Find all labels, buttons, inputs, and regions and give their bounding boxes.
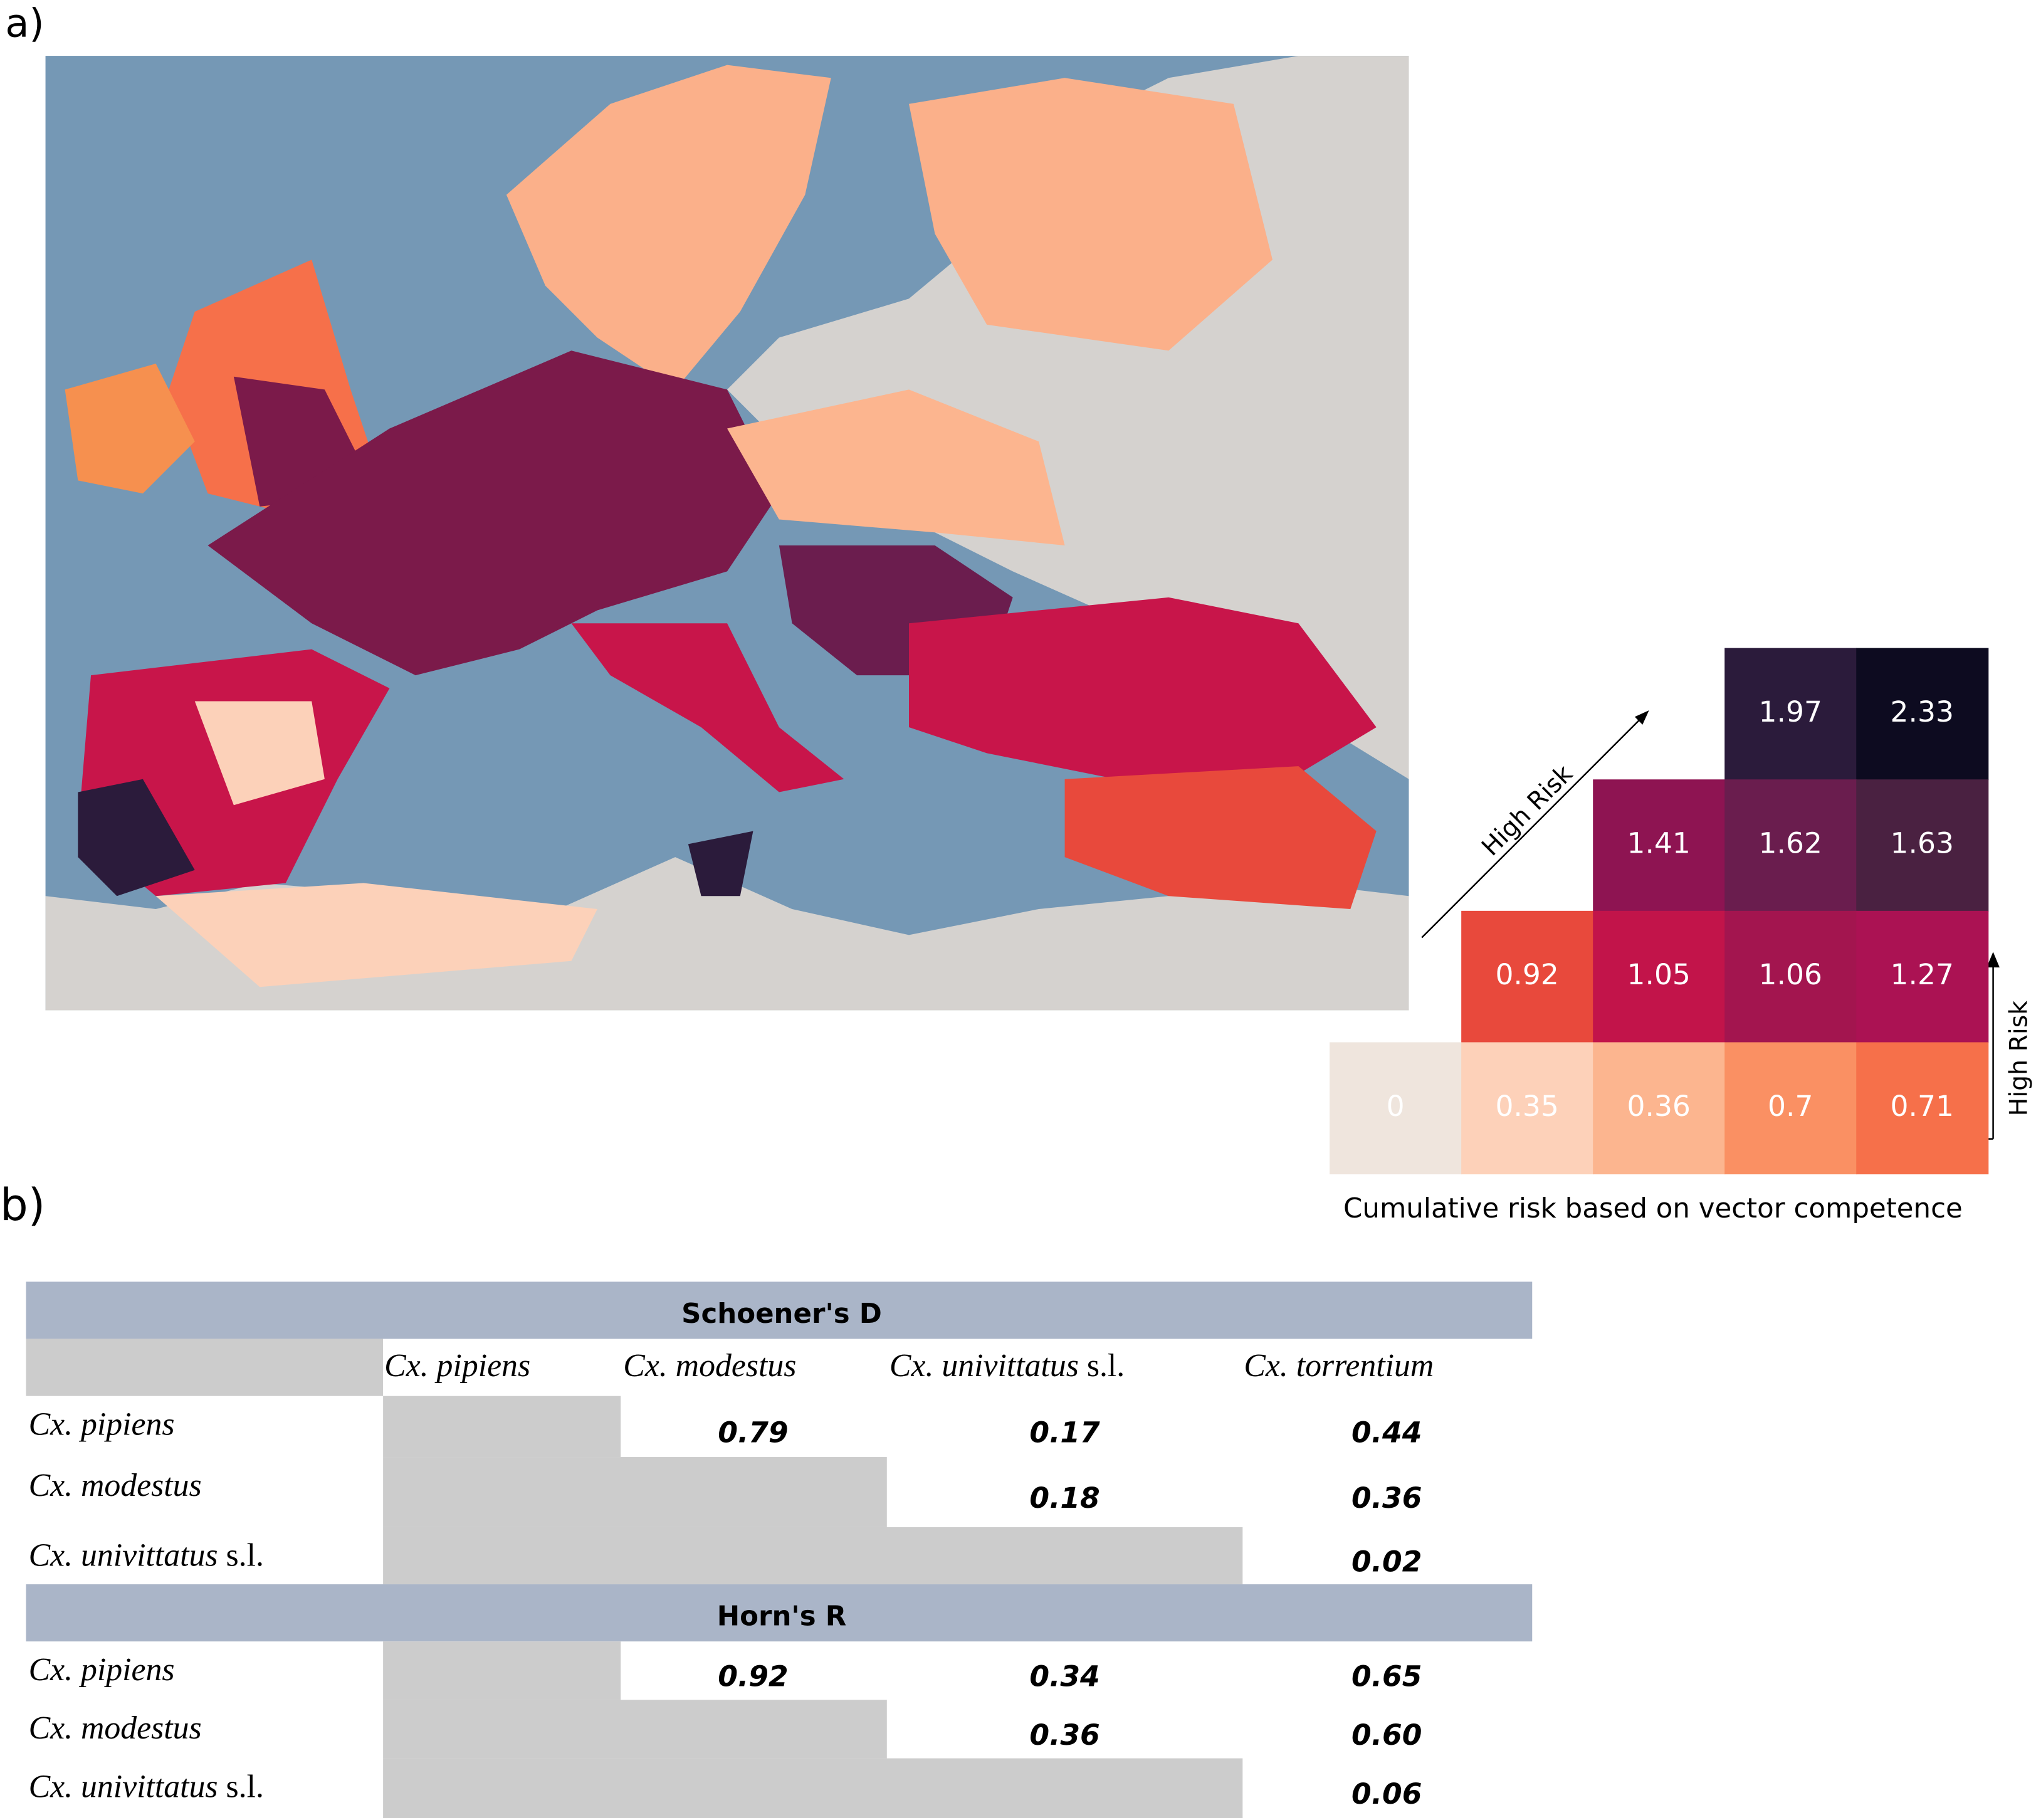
species-name: Cx. pipiens (384, 1348, 530, 1384)
region (207, 350, 779, 676)
legend-value: 1.97 (1759, 695, 1822, 729)
region (65, 363, 195, 494)
species-italic: Cx. pipiens (29, 1406, 175, 1442)
species-name: Cx. modestus (29, 1468, 202, 1503)
region (1064, 766, 1377, 909)
species-italic: Cx. modestus (623, 1348, 796, 1384)
species-italic: Cx. modestus (29, 1710, 202, 1746)
arrow (1421, 715, 1645, 939)
species-italic: Cx. pipiens (384, 1348, 530, 1384)
region (909, 597, 1377, 806)
legend-value: 1.62 (1759, 827, 1822, 860)
legend-cell (1724, 779, 1857, 912)
species-suffix: s.l. (226, 1538, 264, 1574)
species-italic: Cx. pipiens (29, 1652, 175, 1688)
legend-value: 0.7 (1768, 1090, 1813, 1123)
overlap-value: 0.92 (718, 1660, 788, 1693)
species-name: Cx. modestus (29, 1710, 202, 1746)
overlap-value: 0.65 (1351, 1660, 1422, 1693)
overlap-value: 0.36 (1351, 1481, 1422, 1515)
species-name: Cx. pipiens (29, 1406, 175, 1442)
legend-value: 1.06 (1759, 958, 1822, 991)
species-name: Cx. modestus (623, 1348, 796, 1384)
blank-cell (383, 1641, 621, 1700)
legend-value: 0.71 (1891, 1090, 1954, 1123)
species-suffix: s.l. (226, 1769, 264, 1804)
legend-cell (1856, 779, 1989, 912)
species-name: Cx. univittatus s.l. (29, 1769, 264, 1804)
species-name: Cx. univittatus s.l. (889, 1348, 1125, 1384)
legend-value: 0.35 (1495, 1090, 1558, 1123)
legend-cell (1593, 910, 1726, 1043)
species-italic: Cx. univittatus (29, 1769, 218, 1804)
legend-cell (1461, 1042, 1594, 1175)
legend-cell (1330, 1042, 1462, 1175)
blank-cell (383, 1527, 1243, 1585)
species-italic: Cx. univittatus (889, 1348, 1079, 1384)
section-header (26, 1584, 1533, 1642)
legend-cell (1724, 910, 1857, 1043)
diagonal-label: High Risk (1476, 759, 1578, 861)
region (194, 701, 325, 806)
legend-cell (1856, 648, 1989, 781)
overlap-value: 0.44 (1351, 1416, 1422, 1449)
overlap-value: 0.34 (1029, 1660, 1099, 1693)
overlap-value: 0.17 (1029, 1416, 1100, 1449)
species-italic: Cx. univittatus (29, 1538, 218, 1574)
legend-cell (1593, 779, 1726, 912)
species-italic: Cx. modestus (29, 1468, 202, 1503)
table: Schoener's D Cx. pipiens Cx. modestus Cx. u… (26, 1281, 1533, 1818)
legend-value: 1.41 (1627, 827, 1691, 860)
legend-value: 0.92 (1495, 958, 1558, 991)
region (506, 65, 831, 390)
species-name: Cx. torrentium (1244, 1348, 1434, 1384)
species-italic: Cx. torrentium (1244, 1348, 1434, 1384)
legend-value: 1.27 (1891, 958, 1954, 991)
species-name: Cx. pipiens (29, 1652, 175, 1688)
legend-cell (1593, 1042, 1726, 1175)
region (909, 78, 1272, 351)
caption: Cumulative risk based on vector competen… (1343, 1193, 1963, 1224)
blank-cell (383, 1758, 1243, 1818)
legend-cell (1856, 1042, 1989, 1175)
overlap-value: 0.60 (1351, 1718, 1422, 1752)
legend-cell (1724, 648, 1857, 781)
overlap-value: 0.36 (1029, 1718, 1099, 1752)
panel-label: a) (5, 1, 44, 46)
legend-value: 1.63 (1891, 827, 1954, 860)
blank-cell (383, 1700, 887, 1759)
arrow-head (1986, 952, 2000, 968)
legend-cell (1461, 910, 1594, 1043)
blank-cell (26, 1339, 384, 1396)
legend-cell (1724, 1042, 1857, 1175)
overlap-value: 0.02 (1351, 1545, 1422, 1578)
blank-cell (383, 1457, 887, 1527)
legend-value: 0.36 (1627, 1090, 1691, 1123)
species-name: Cx. univittatus s.l. (29, 1538, 264, 1574)
species-suffix: s.l. (1087, 1348, 1125, 1384)
region (78, 779, 195, 897)
region (727, 389, 1065, 545)
arrow-head (1634, 710, 1649, 725)
legend-cell (1856, 910, 1989, 1043)
panel-label: b) (0, 1179, 45, 1231)
legend-value: 1.05 (1627, 958, 1691, 991)
section-header (26, 1281, 1533, 1339)
section-title: Horn's R (717, 1601, 847, 1632)
region (155, 883, 597, 987)
blank-cell (383, 1396, 621, 1458)
legend-value: 0 (1387, 1090, 1405, 1123)
overlap-value: 0.18 (1029, 1481, 1099, 1515)
overlap-value: 0.79 (718, 1416, 788, 1449)
legend: High Risk High Risk Cumulative risk base… (1330, 648, 2033, 1224)
region (688, 831, 753, 897)
vertical-label: High Risk (2005, 1001, 2033, 1117)
region (571, 623, 844, 792)
section-title: Schoener's D (681, 1298, 882, 1330)
map (45, 56, 1409, 1011)
overlap-value: 0.06 (1351, 1777, 1422, 1811)
legend-value: 2.33 (1891, 695, 1954, 729)
